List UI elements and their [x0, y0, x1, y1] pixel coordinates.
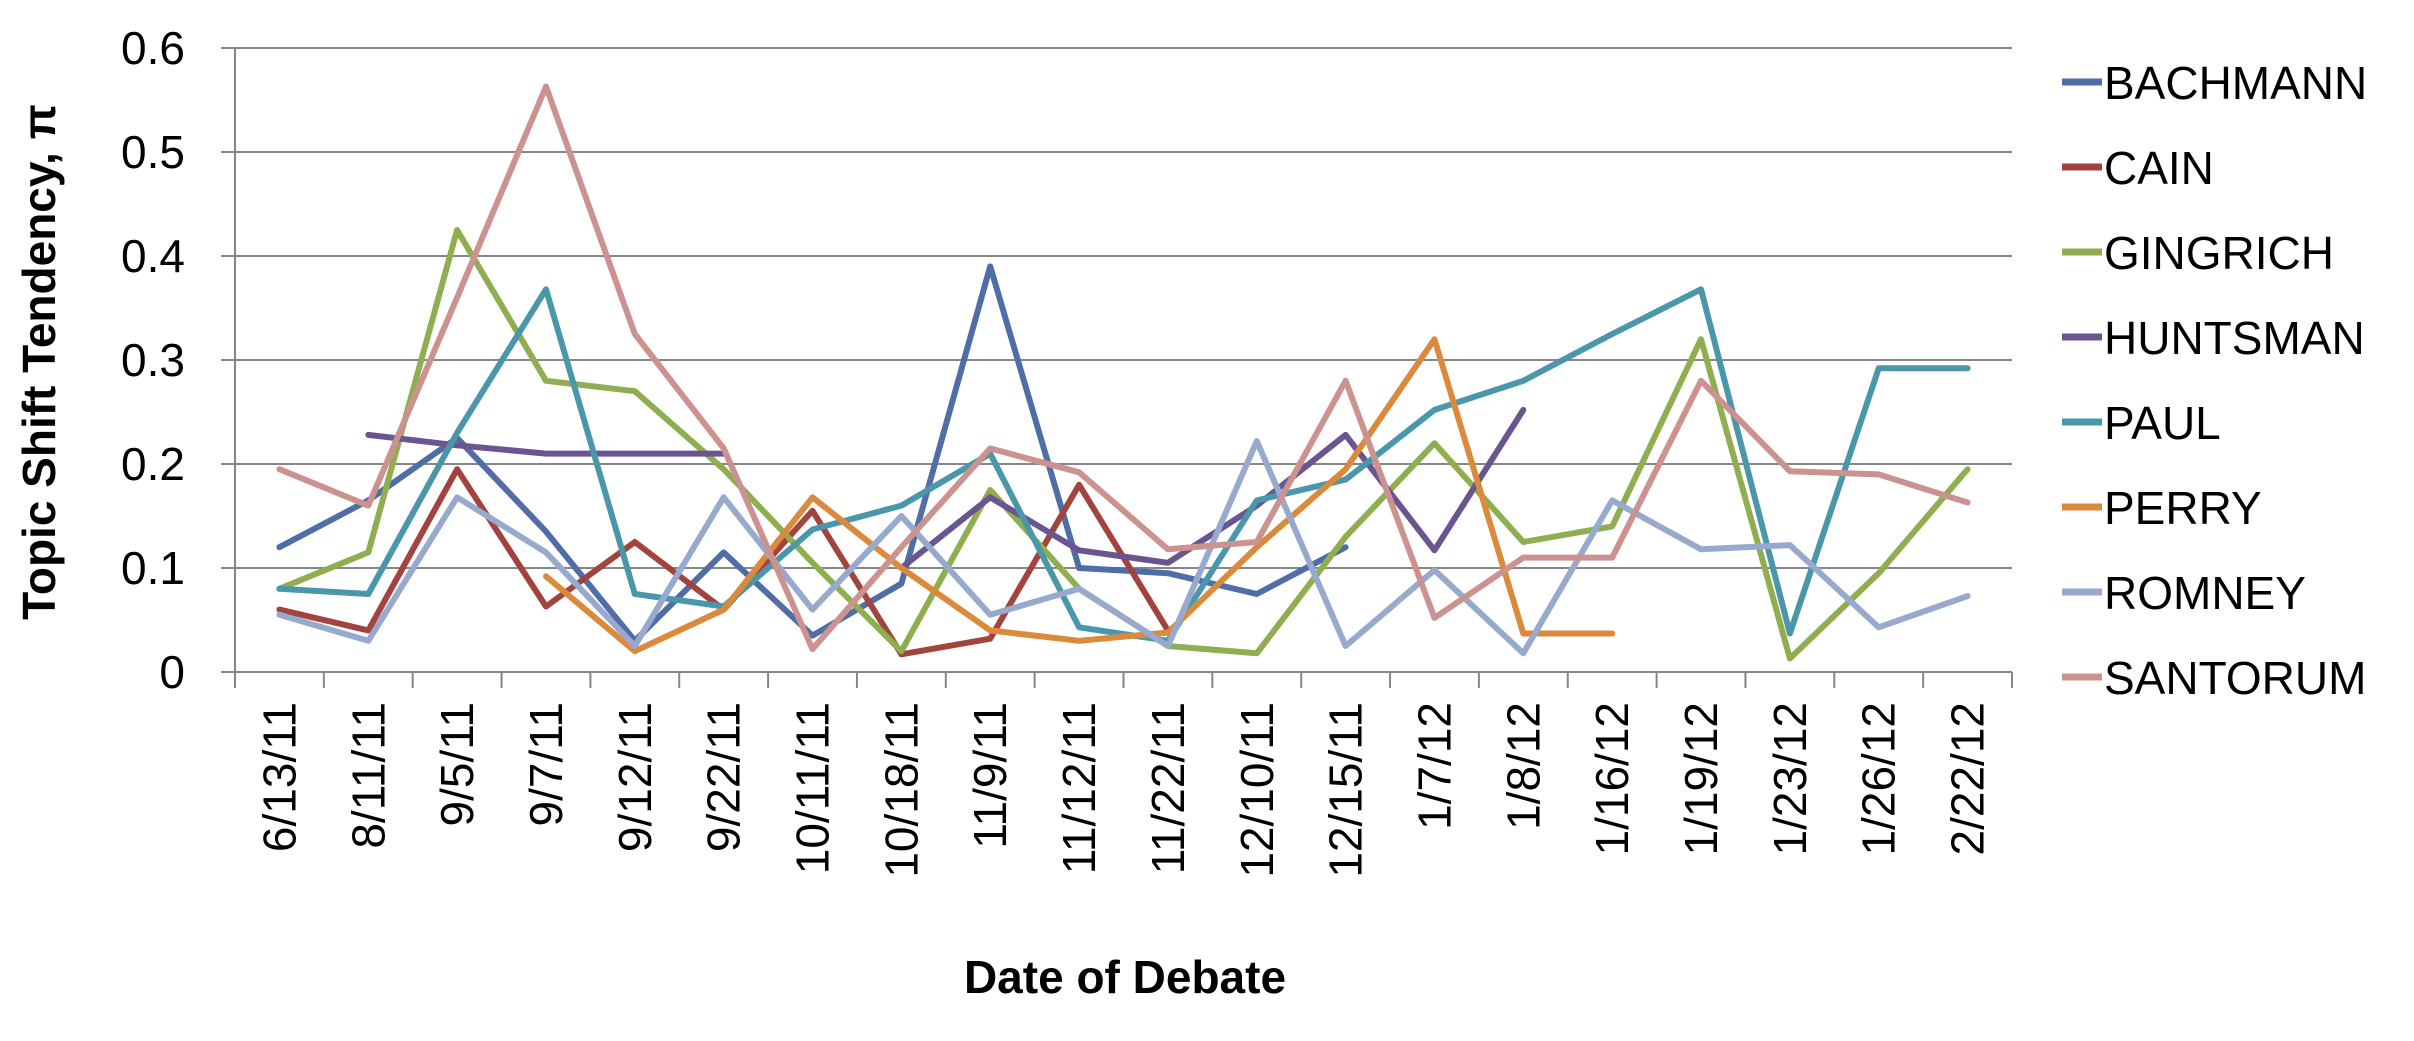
- x-tick-label: 9/12/11: [609, 702, 661, 852]
- x-tick-label: 10/11/11: [787, 702, 839, 874]
- y-tick-label: 0.2: [121, 438, 185, 490]
- x-tick-label: 1/23/12: [1764, 702, 1816, 855]
- x-tick-label: 1/19/12: [1675, 702, 1727, 855]
- y-tick-label: 0: [159, 646, 185, 698]
- series-line-romney: [276, 438, 1971, 657]
- series-line-santorum: [276, 83, 1971, 653]
- legend-label: CAIN: [2104, 142, 2214, 194]
- x-tick-label: 9/22/11: [698, 702, 750, 852]
- x-tick-label: 12/10/11: [1231, 702, 1283, 878]
- legend-label: SANTORUM: [2104, 652, 2366, 704]
- x-tick-label: 9/5/11: [431, 702, 483, 826]
- legend-label: PERRY: [2104, 482, 2262, 534]
- x-tick-label: 11/12/11: [1053, 702, 1105, 874]
- legend-label: HUNTSMAN: [2104, 312, 2365, 364]
- x-tick-label: 2/22/12: [1942, 702, 1994, 855]
- x-tick-label: 10/18/11: [875, 702, 927, 878]
- legend: BACHMANN CAIN GINGRICH HUNTSMAN PAUL PERRY ROM…: [2062, 57, 2367, 704]
- x-tick-label: 8/11/11: [342, 702, 394, 849]
- x-tick-label: 1/16/12: [1586, 702, 1638, 855]
- series-line-bachmann: [276, 263, 1349, 644]
- legend-label: PAUL: [2104, 397, 2221, 449]
- series-line-huntsman: [365, 406, 1527, 571]
- y-tick-label: 0.4: [121, 230, 185, 282]
- y-tick-label: 0.6: [121, 22, 185, 74]
- y-tick-label: 0.1: [121, 542, 185, 594]
- x-tick-label: 1/26/12: [1853, 702, 1905, 855]
- x-tick-label: 6/13/11: [253, 702, 305, 852]
- legend-label: GINGRICH: [2104, 227, 2334, 279]
- x-tick-label: 1/8/12: [1497, 702, 1549, 830]
- x-tick-label: 11/22/11: [1142, 702, 1194, 874]
- y-tick-label: 0.5: [121, 126, 185, 178]
- legend-label: BACHMANN: [2104, 57, 2367, 109]
- x-tick-label: 9/7/11: [520, 702, 572, 826]
- x-tick-labels: 6/13/11 8/11/11 9/5/11 9/7/11 9/12/11 9/22/11…: [253, 702, 1993, 878]
- axes: [234, 48, 2013, 688]
- series-lines: [276, 83, 1971, 662]
- legend-label: ROMNEY: [2104, 567, 2306, 619]
- x-tick-label: 12/15/11: [1320, 702, 1372, 878]
- x-tick-label: 11/9/11: [964, 702, 1016, 849]
- series-line-gingrich: [276, 227, 1971, 662]
- gridlines: [221, 47, 2012, 673]
- x-tick-label: 1/7/12: [1408, 702, 1460, 830]
- series-line-perry: [543, 336, 1616, 655]
- y-axis-title: Topic Shift Tendency, π: [13, 104, 65, 620]
- y-tick-labels: 0 0.1 0.2 0.3 0.4 0.5 0.6: [121, 22, 185, 698]
- y-tick-label: 0.3: [121, 334, 185, 386]
- x-axis-title: Date of Debate: [964, 951, 1286, 1003]
